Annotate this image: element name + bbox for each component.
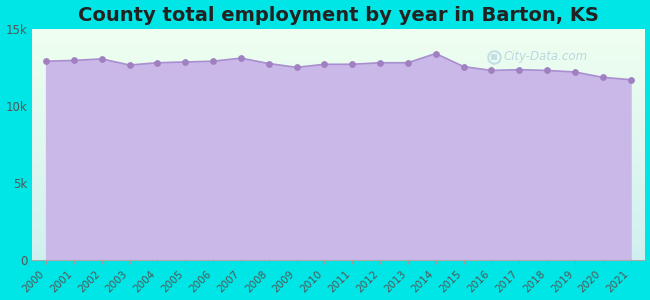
Point bbox=[291, 65, 302, 70]
Point bbox=[319, 62, 330, 67]
Point bbox=[458, 64, 469, 69]
Point bbox=[41, 59, 51, 64]
Point bbox=[375, 60, 385, 65]
Point bbox=[97, 56, 107, 61]
Point bbox=[430, 51, 441, 56]
Point bbox=[180, 60, 190, 64]
Point bbox=[236, 56, 246, 61]
Title: County total employment by year in Barton, KS: County total employment by year in Barto… bbox=[78, 6, 599, 25]
Point bbox=[597, 75, 608, 80]
Point bbox=[69, 58, 79, 63]
Text: City-Data.com: City-Data.com bbox=[504, 50, 588, 63]
Point bbox=[152, 60, 162, 65]
Point bbox=[403, 60, 413, 65]
Point bbox=[625, 77, 636, 82]
Point bbox=[347, 62, 358, 67]
Point bbox=[124, 63, 135, 68]
Point bbox=[514, 67, 525, 72]
Point bbox=[542, 68, 552, 73]
Point bbox=[208, 59, 218, 64]
Point bbox=[263, 61, 274, 66]
Point bbox=[486, 68, 497, 73]
Point bbox=[569, 70, 580, 74]
